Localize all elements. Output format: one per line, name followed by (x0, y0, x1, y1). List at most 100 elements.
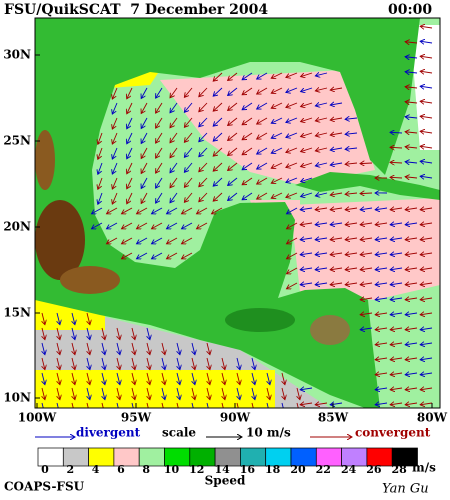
wind-vector (86, 402, 89, 408)
wind-vector (156, 117, 163, 128)
wind-vector (170, 162, 178, 173)
wind-vector (127, 147, 133, 159)
colorbar-tick: 4 (92, 463, 100, 476)
wind-vector (242, 102, 253, 110)
wind-vector (98, 132, 103, 144)
wind-vector (199, 177, 208, 187)
region (290, 198, 440, 300)
wind-vector (228, 87, 238, 95)
wind-vector (315, 283, 328, 285)
lat-label: 15N (3, 306, 31, 320)
wind-vector (192, 342, 195, 355)
wind-vector (257, 117, 268, 124)
colorbar-tick: 26 (366, 463, 382, 476)
wind-vector (170, 132, 178, 143)
wind-vector (345, 163, 358, 164)
wind-vector (156, 87, 163, 98)
wind-vector (390, 373, 403, 375)
wind-vector (151, 252, 163, 259)
wind-vector (315, 193, 328, 196)
wind-vector (207, 372, 210, 385)
wind-vector (330, 223, 343, 225)
wind-vector (360, 268, 373, 270)
wind-vector (57, 342, 60, 355)
wind-vector (127, 117, 133, 129)
wind-vector (170, 117, 178, 128)
wind-vector (112, 117, 118, 129)
wind-vector (98, 162, 103, 174)
wind-vector (213, 87, 223, 96)
wind-vector (420, 238, 433, 240)
wind-vector (132, 357, 135, 370)
wind-vector (196, 222, 208, 229)
wind-vector (315, 133, 328, 136)
wind-vector (315, 223, 328, 225)
wind-vector (390, 268, 403, 270)
wind-vector (91, 207, 103, 214)
wind-vector (375, 328, 388, 330)
wind-vector (330, 403, 343, 405)
lon-label: 100W (18, 411, 57, 425)
wind-vector (87, 372, 90, 385)
wind-vector (228, 192, 238, 200)
wind-vector (375, 388, 388, 390)
wind-vector (301, 117, 313, 122)
wind-vector (375, 343, 388, 345)
wind-vector (271, 132, 283, 138)
wind-vector (286, 252, 298, 259)
wind-vector (57, 312, 60, 325)
wind-vector (87, 312, 90, 325)
wind-vector (156, 192, 163, 203)
wind-vector (420, 56, 433, 58)
wind-vector (390, 147, 403, 148)
wind-vector (147, 327, 150, 340)
wind-vector (330, 208, 343, 210)
wind-vector (131, 402, 134, 408)
wind-vector (345, 193, 358, 194)
wind-vector (132, 372, 135, 385)
wind-vector (286, 282, 298, 289)
wind-vector (156, 177, 163, 188)
wind-vector (420, 358, 433, 360)
wind-vector (98, 192, 103, 204)
wind-vector (420, 208, 433, 210)
wind-vector (300, 388, 313, 390)
wind-vector (136, 222, 148, 229)
wind-vector (330, 88, 343, 90)
wind-vector (375, 298, 388, 300)
wind-vector (242, 132, 253, 140)
lon-label: 80W (417, 411, 448, 425)
wind-vector (360, 313, 373, 315)
colorbar-tick: 28 (392, 463, 408, 476)
wind-vector (315, 148, 328, 151)
wind-vector (117, 327, 120, 340)
wind-vector (271, 102, 283, 108)
wind-vector (57, 372, 60, 385)
wind-vector (390, 208, 403, 210)
wind-vector (360, 208, 373, 210)
wind-vector (286, 147, 298, 152)
wind-vector (91, 222, 103, 229)
wind-vector (112, 177, 118, 189)
title: FSU/QuikSCAT 7 December 2004 (4, 2, 268, 18)
wind-vector (420, 343, 433, 345)
colorbar: 0 2 4 6 8 10 12 14 16 18 20 22 24 26 28 m/s (37, 447, 436, 476)
wind-vector (390, 343, 403, 345)
region (35, 370, 275, 408)
wind-vector (207, 387, 210, 400)
wind-vector (286, 87, 298, 92)
colorbar-tick: 2 (66, 463, 74, 476)
wind-vector (112, 192, 118, 204)
wind-vector (315, 268, 328, 270)
relief (60, 266, 120, 294)
wind-vector (162, 342, 165, 355)
wind-vector (147, 357, 150, 370)
wind-vector (405, 177, 418, 178)
wind-vector (420, 116, 433, 118)
wind-vector (390, 162, 403, 163)
wind-vector (141, 87, 148, 99)
wind-vector (257, 132, 268, 139)
wind-vector (42, 342, 45, 355)
wind-vector (405, 147, 418, 148)
